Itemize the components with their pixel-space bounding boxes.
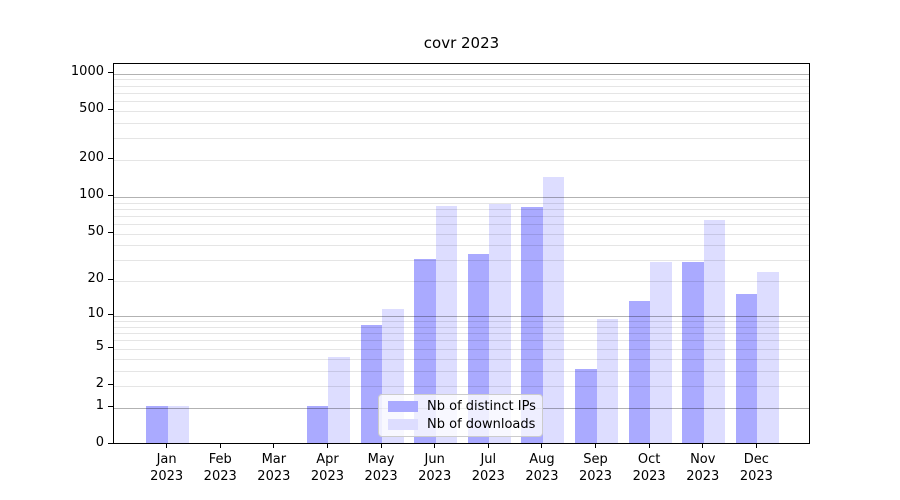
y-tick-label: 2	[95, 375, 104, 391]
y-tick-label: 20	[87, 271, 104, 287]
bar-downloads	[542, 177, 565, 443]
x-tick	[541, 444, 543, 448]
y-tick-label: 50	[87, 223, 104, 239]
y-tick	[108, 231, 113, 233]
x-tick-label: Sep 2023	[578, 452, 613, 484]
x-tick	[166, 444, 168, 448]
bar-distinct-ips	[146, 405, 168, 443]
y-tick	[108, 443, 113, 444]
legend: Nb of distinct IPs Nb of downloads	[378, 394, 543, 437]
x-tick-label: Apr 2023	[310, 452, 344, 484]
x-tick	[434, 444, 436, 448]
y-tick	[108, 279, 113, 281]
x-tick	[487, 444, 489, 448]
bar-downloads	[489, 204, 511, 443]
x-tick-label: Jul 2023	[471, 452, 505, 484]
bar-downloads	[596, 319, 619, 443]
x-tick-label: Nov 2023	[686, 452, 720, 484]
bar-downloads	[757, 272, 779, 443]
y-tick-label: 10	[87, 306, 104, 322]
x-tick-label: Feb 2023	[203, 452, 237, 484]
x-tick-label: Aug 2023	[525, 452, 559, 484]
y-tick-label: 5	[95, 338, 104, 354]
y-tick	[108, 195, 113, 197]
y-tick	[108, 71, 113, 73]
y-tick	[108, 108, 113, 110]
y-tick	[108, 383, 113, 385]
x-tick-label: May 2023	[364, 452, 398, 484]
legend-label-distinct-ips: Nb of distinct IPs	[427, 399, 536, 415]
bar-distinct-ips	[360, 324, 383, 443]
y-tick	[108, 158, 113, 160]
x-tick	[380, 444, 382, 448]
y-tick-label: 0	[95, 435, 104, 450]
y-tick	[108, 346, 113, 348]
x-tick-label: Jan 2023	[150, 452, 184, 484]
bar-distinct-ips	[628, 301, 651, 443]
bar-distinct-ips	[575, 368, 597, 443]
plot-area	[113, 63, 810, 444]
x-tick-label: Mar 2023	[257, 452, 291, 484]
bar-distinct-ips	[682, 262, 704, 443]
chart-title: covr 2023	[423, 34, 500, 52]
bar-distinct-ips	[735, 294, 758, 443]
x-tick-label: Oct 2023	[632, 452, 666, 484]
bar-downloads	[435, 206, 458, 443]
y-tick	[108, 405, 113, 407]
y-tick-label: 1000	[70, 63, 104, 79]
x-tick	[219, 444, 221, 448]
x-tick	[595, 444, 597, 448]
bar-downloads	[328, 356, 350, 443]
legend-entry-downloads: Nb of downloads	[388, 416, 536, 432]
legend-swatch-distinct-ips	[388, 401, 418, 413]
bar-downloads	[703, 220, 726, 443]
x-tick-label: Jun 2023	[418, 452, 452, 484]
legend-entry-distinct-ips: Nb of distinct IPs	[388, 399, 536, 415]
legend-swatch-downloads	[388, 418, 418, 430]
bar-downloads	[650, 262, 672, 443]
x-tick-label: Dec 2023	[739, 452, 773, 484]
x-tick	[326, 444, 328, 448]
x-tick	[648, 444, 650, 448]
y-tick-label: 100	[79, 187, 104, 203]
y-tick-label: 1	[95, 397, 104, 413]
y-tick-label: 200	[79, 150, 104, 166]
bars-layer	[114, 64, 809, 443]
x-tick	[273, 444, 275, 448]
legend-label-downloads: Nb of downloads	[427, 416, 536, 432]
bar-downloads	[167, 405, 190, 443]
x-tick	[702, 444, 704, 448]
x-tick	[755, 444, 757, 448]
bar-distinct-ips	[306, 405, 329, 443]
y-tick-label: 500	[79, 100, 104, 116]
bar-distinct-ips	[521, 206, 543, 443]
y-tick	[108, 314, 113, 316]
